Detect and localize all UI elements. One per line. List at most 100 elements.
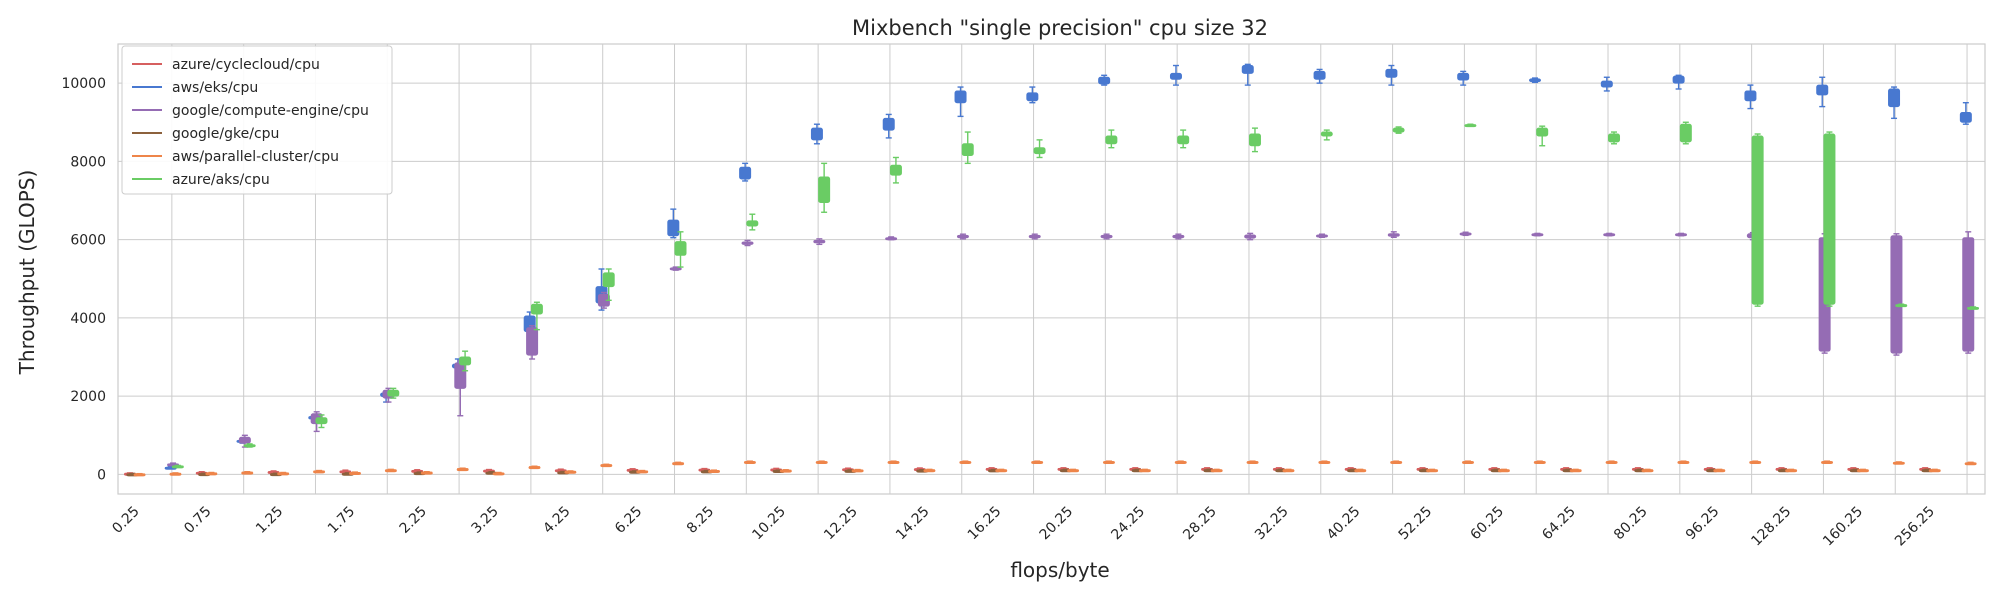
x-tick-label: 6.25 — [612, 504, 645, 537]
box — [1246, 460, 1259, 465]
box — [1426, 468, 1439, 473]
x-tick-label: 28.25 — [1180, 504, 1220, 544]
box — [995, 468, 1008, 473]
x-tick-label: 10.25 — [749, 504, 789, 544]
box — [1928, 468, 1941, 473]
box — [674, 231, 687, 268]
x-tick-label: 40.25 — [1324, 504, 1364, 544]
box — [1608, 131, 1621, 145]
box — [636, 469, 649, 474]
box — [741, 239, 754, 247]
box — [672, 461, 685, 466]
box — [241, 470, 254, 475]
legend-label: azure/aks/cpu — [172, 172, 270, 188]
box — [348, 471, 361, 475]
box — [1533, 460, 1546, 465]
box — [411, 469, 424, 473]
box — [205, 471, 218, 476]
box — [554, 468, 567, 473]
legend-label: azure/cyclecloud/cpu — [172, 57, 320, 73]
box — [1320, 129, 1333, 141]
x-tick-label: 0.25 — [109, 504, 142, 537]
legend-frame — [121, 45, 393, 195]
box — [1531, 232, 1544, 237]
box — [961, 131, 974, 165]
x-tick-label: 3.25 — [468, 504, 501, 537]
box — [1821, 460, 1834, 465]
box — [1823, 131, 1836, 307]
box — [169, 472, 182, 476]
box-plots — [123, 63, 1980, 477]
box — [889, 156, 902, 184]
series-aws-eks-cpu — [164, 63, 1972, 470]
box — [1888, 86, 1901, 120]
x-tick-label: 160.25 — [1820, 504, 1866, 550]
box — [1892, 461, 1905, 465]
x-tick-label: 64.25 — [1539, 504, 1579, 544]
x-tick-label: 0.75 — [181, 504, 214, 537]
grid-lines — [118, 44, 1985, 494]
legend-label: aws/parallel-cluster/cpu — [172, 149, 339, 165]
box — [1713, 468, 1726, 473]
x-axis-label: flops/byte — [1010, 558, 1109, 582]
y-tick-label: 10000 — [61, 76, 106, 92]
box — [1177, 129, 1190, 149]
box — [1959, 101, 1972, 125]
box — [1169, 64, 1182, 86]
box — [1751, 133, 1764, 307]
box — [818, 162, 831, 213]
box — [1962, 231, 1975, 354]
box — [810, 123, 823, 145]
box — [1677, 460, 1690, 465]
box — [1529, 77, 1542, 84]
box — [1248, 127, 1261, 153]
box — [482, 468, 495, 473]
x-tick-label: 1.75 — [325, 504, 358, 537]
x-tick-label: 52.25 — [1396, 504, 1436, 544]
series-azure-aks-cpu — [171, 121, 1980, 469]
box — [384, 468, 397, 473]
y-axis-label: Throughput (GLOPS) — [15, 170, 39, 376]
box — [1600, 76, 1613, 92]
legend-label: google/gke/cpu — [172, 126, 279, 142]
x-tick-label: 24.25 — [1108, 504, 1148, 544]
box — [1318, 460, 1331, 465]
box — [779, 469, 792, 473]
box — [1028, 233, 1041, 240]
box — [813, 238, 826, 246]
box — [1459, 231, 1472, 237]
x-tick-label: 1.25 — [253, 504, 286, 537]
box — [526, 325, 539, 360]
legend-label: google/compute-engine/cpu — [172, 103, 369, 119]
box — [387, 387, 400, 399]
legend: azure/cyclecloud/cpu aws/eks/cpu google/co… — [121, 45, 393, 195]
box — [1105, 129, 1118, 149]
y-tick-label: 8000 — [70, 154, 106, 170]
box — [1464, 123, 1477, 128]
box — [1679, 121, 1692, 145]
box — [815, 460, 828, 465]
chart-title: Mixbench "single precision" cpu size 32 — [852, 16, 1268, 40]
y-tick-label: 2000 — [70, 389, 106, 405]
box — [1569, 468, 1582, 473]
box — [1392, 126, 1405, 134]
x-tick-label: 32.25 — [1252, 504, 1292, 544]
x-tick-label: 80.25 — [1611, 504, 1651, 544]
series-google-compute-engine-cpu — [167, 231, 1975, 467]
box — [1895, 303, 1908, 308]
box — [1387, 231, 1400, 239]
box — [1210, 468, 1223, 473]
box — [1282, 468, 1295, 473]
y-tick-label: 6000 — [70, 233, 106, 249]
box — [708, 469, 721, 474]
x-tick-label: 128.25 — [1748, 504, 1794, 550]
box — [1172, 233, 1185, 240]
box — [1102, 460, 1115, 465]
box — [277, 471, 290, 476]
box — [492, 471, 505, 476]
box — [1461, 460, 1474, 465]
box — [956, 233, 969, 240]
box — [171, 464, 184, 469]
box — [315, 414, 328, 429]
